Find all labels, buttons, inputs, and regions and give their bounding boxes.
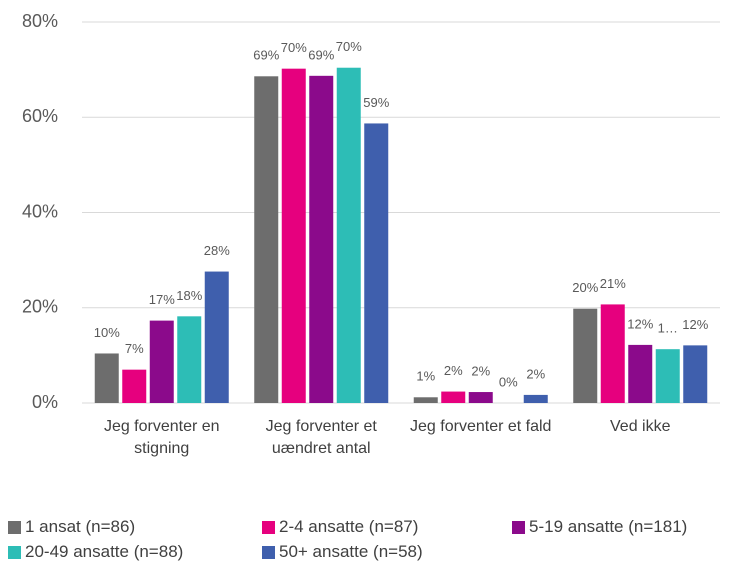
bar — [364, 123, 389, 403]
y-tick-label: 0% — [32, 392, 58, 412]
bar — [204, 271, 229, 403]
y-tick-label: 60% — [22, 106, 58, 126]
legend-label: 50+ ansatte (n=58) — [279, 542, 423, 561]
value-label: 10% — [94, 325, 120, 340]
legend-label: 2-4 ansatte (n=87) — [279, 517, 419, 536]
bar — [94, 353, 119, 403]
bar — [149, 320, 174, 403]
value-label: 69% — [308, 47, 334, 62]
legend-item: 1 ansat (n=86) — [8, 517, 135, 537]
value-label: 59% — [363, 95, 389, 110]
legend-label: 20-49 ansatte (n=88) — [25, 542, 184, 561]
y-tick-label: 20% — [22, 297, 58, 317]
value-label: 0% — [499, 374, 518, 389]
bar — [600, 304, 625, 403]
bar — [309, 75, 334, 403]
value-label: 2% — [444, 363, 463, 378]
value-label: 70% — [281, 40, 307, 55]
value-label: 69% — [253, 48, 279, 63]
y-tick-label: 40% — [22, 201, 58, 221]
x-tick-label: Jeg forventer en stigning — [103, 418, 220, 457]
bar — [281, 68, 306, 404]
legend-swatch — [8, 545, 21, 559]
legend-swatch — [262, 520, 275, 534]
value-label: 18% — [176, 288, 202, 303]
legend-swatch — [262, 545, 275, 559]
bar — [441, 391, 466, 403]
value-label: 1% — [416, 369, 435, 384]
legend-item: 50+ ansatte (n=58) — [262, 542, 423, 562]
legend-item: 20-49 ansatte (n=88) — [8, 542, 183, 562]
bar — [573, 308, 598, 403]
value-label: 12% — [682, 317, 708, 332]
bar — [254, 76, 279, 403]
bar — [468, 392, 493, 403]
bar — [122, 369, 147, 403]
legend-item: 5-19 ansatte (n=181) — [512, 517, 687, 537]
value-label: 2% — [471, 363, 490, 378]
legend-swatch — [512, 520, 525, 534]
legend-item: 2-4 ansatte (n=87) — [262, 517, 418, 537]
value-label: 28% — [204, 243, 230, 258]
value-label: 7% — [125, 341, 144, 356]
bar — [523, 394, 548, 403]
value-label: 2% — [526, 366, 545, 381]
bar — [628, 344, 653, 403]
value-label: 21% — [600, 276, 626, 291]
y-tick-label: 80% — [22, 11, 58, 31]
x-tick-label: Jeg forventer et fald — [410, 418, 552, 435]
value-label: 20% — [572, 280, 598, 295]
bar — [413, 397, 438, 403]
value-label: 12% — [627, 316, 653, 331]
x-tick-label: Jeg forventer et uændret antal — [265, 418, 377, 457]
x-tick-label: Ved ikke — [610, 418, 671, 435]
value-label: 70% — [336, 39, 362, 54]
value-label: 17% — [149, 292, 175, 307]
bar — [655, 349, 680, 403]
legend-swatch — [8, 520, 21, 534]
value-label: 1… — [658, 321, 678, 336]
bar — [336, 67, 361, 403]
bar — [683, 345, 708, 403]
legend-label: 1 ansat (n=86) — [25, 517, 136, 536]
legend-label: 5-19 ansatte (n=181) — [529, 517, 688, 536]
bar — [177, 316, 202, 403]
